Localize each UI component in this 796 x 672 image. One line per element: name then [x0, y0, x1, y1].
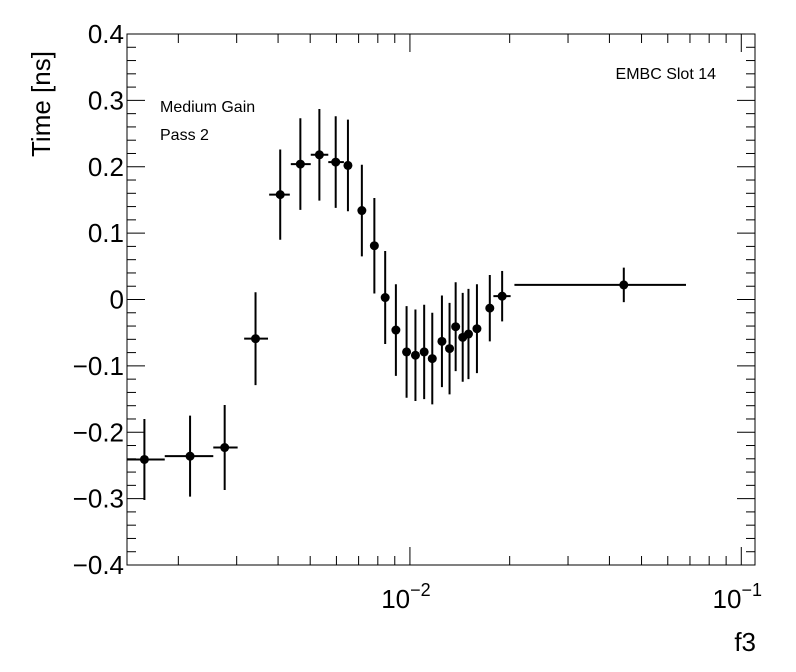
- data-point: [445, 302, 455, 395]
- marker: [139, 454, 149, 464]
- x-tick-label: 10−2: [381, 580, 430, 614]
- marker: [220, 443, 230, 453]
- y-axis-title: Time [ns]: [26, 51, 56, 157]
- detector-label: EMBC Slot 14: [616, 66, 717, 83]
- marker: [485, 303, 495, 313]
- y-tick-label: −0.1: [73, 351, 124, 381]
- data-point: [391, 284, 401, 376]
- data-point: [369, 197, 379, 294]
- marker: [331, 157, 341, 167]
- data-point: [419, 304, 429, 400]
- y-tick-labels: −0.4 −0.3 −0.2 −0.1 0 0.1 0.2 0.3 0.4: [73, 19, 124, 580]
- y-tick-label: 0.3: [88, 85, 124, 115]
- marker: [275, 190, 285, 200]
- x-axis-title: f3: [734, 627, 756, 657]
- data-point: [410, 309, 420, 402]
- data-point: [437, 295, 447, 388]
- y-tick-label: 0.4: [88, 19, 124, 49]
- axis-ticks: [127, 33, 755, 566]
- marker: [369, 241, 379, 251]
- marker: [472, 324, 482, 334]
- data-point: [451, 282, 461, 372]
- marker: [251, 334, 261, 344]
- data-point: [485, 274, 495, 342]
- y-tick-label: −0.2: [73, 417, 124, 447]
- data-point: [328, 116, 344, 208]
- gain-label: Medium Gain: [160, 99, 255, 116]
- data-point: [472, 284, 482, 374]
- y-tick-label: 0.1: [88, 218, 124, 248]
- data-point: [427, 312, 437, 405]
- marker: [463, 329, 473, 339]
- marker: [295, 159, 305, 169]
- data-point: [269, 149, 290, 240]
- marker: [380, 293, 390, 303]
- marker: [314, 150, 324, 160]
- data-point: [244, 292, 269, 386]
- data-point: [380, 251, 390, 344]
- data-point: [463, 288, 473, 380]
- marker: [437, 336, 447, 346]
- marker: [343, 160, 353, 170]
- marker: [185, 451, 195, 461]
- marker: [402, 347, 412, 357]
- y-tick-label: −0.3: [73, 484, 124, 514]
- data-point: [290, 118, 311, 210]
- marker: [619, 280, 629, 290]
- data-point: [514, 267, 686, 303]
- y-tick-label: 0.2: [88, 152, 124, 182]
- data-point: [127, 418, 165, 500]
- x-tick-labels: 10−2 10−1: [381, 580, 762, 614]
- data-points: [127, 109, 686, 500]
- marker: [410, 350, 420, 360]
- data-point: [402, 306, 412, 398]
- marker: [445, 344, 455, 354]
- pass-label: Pass 2: [160, 127, 209, 144]
- data-point: [164, 415, 214, 497]
- marker: [357, 206, 367, 216]
- data-point: [310, 109, 329, 201]
- data-point: [493, 270, 511, 322]
- data-point: [343, 119, 353, 212]
- x-tick-label: 10−1: [713, 580, 762, 614]
- data-point: [357, 164, 367, 257]
- marker: [391, 325, 401, 335]
- y-tick-label: −0.4: [73, 550, 124, 580]
- marker: [419, 347, 429, 357]
- y-tick-label: 0: [110, 285, 124, 315]
- marker: [427, 354, 437, 364]
- data-point: [213, 405, 238, 490]
- marker: [497, 291, 507, 301]
- marker: [451, 322, 461, 332]
